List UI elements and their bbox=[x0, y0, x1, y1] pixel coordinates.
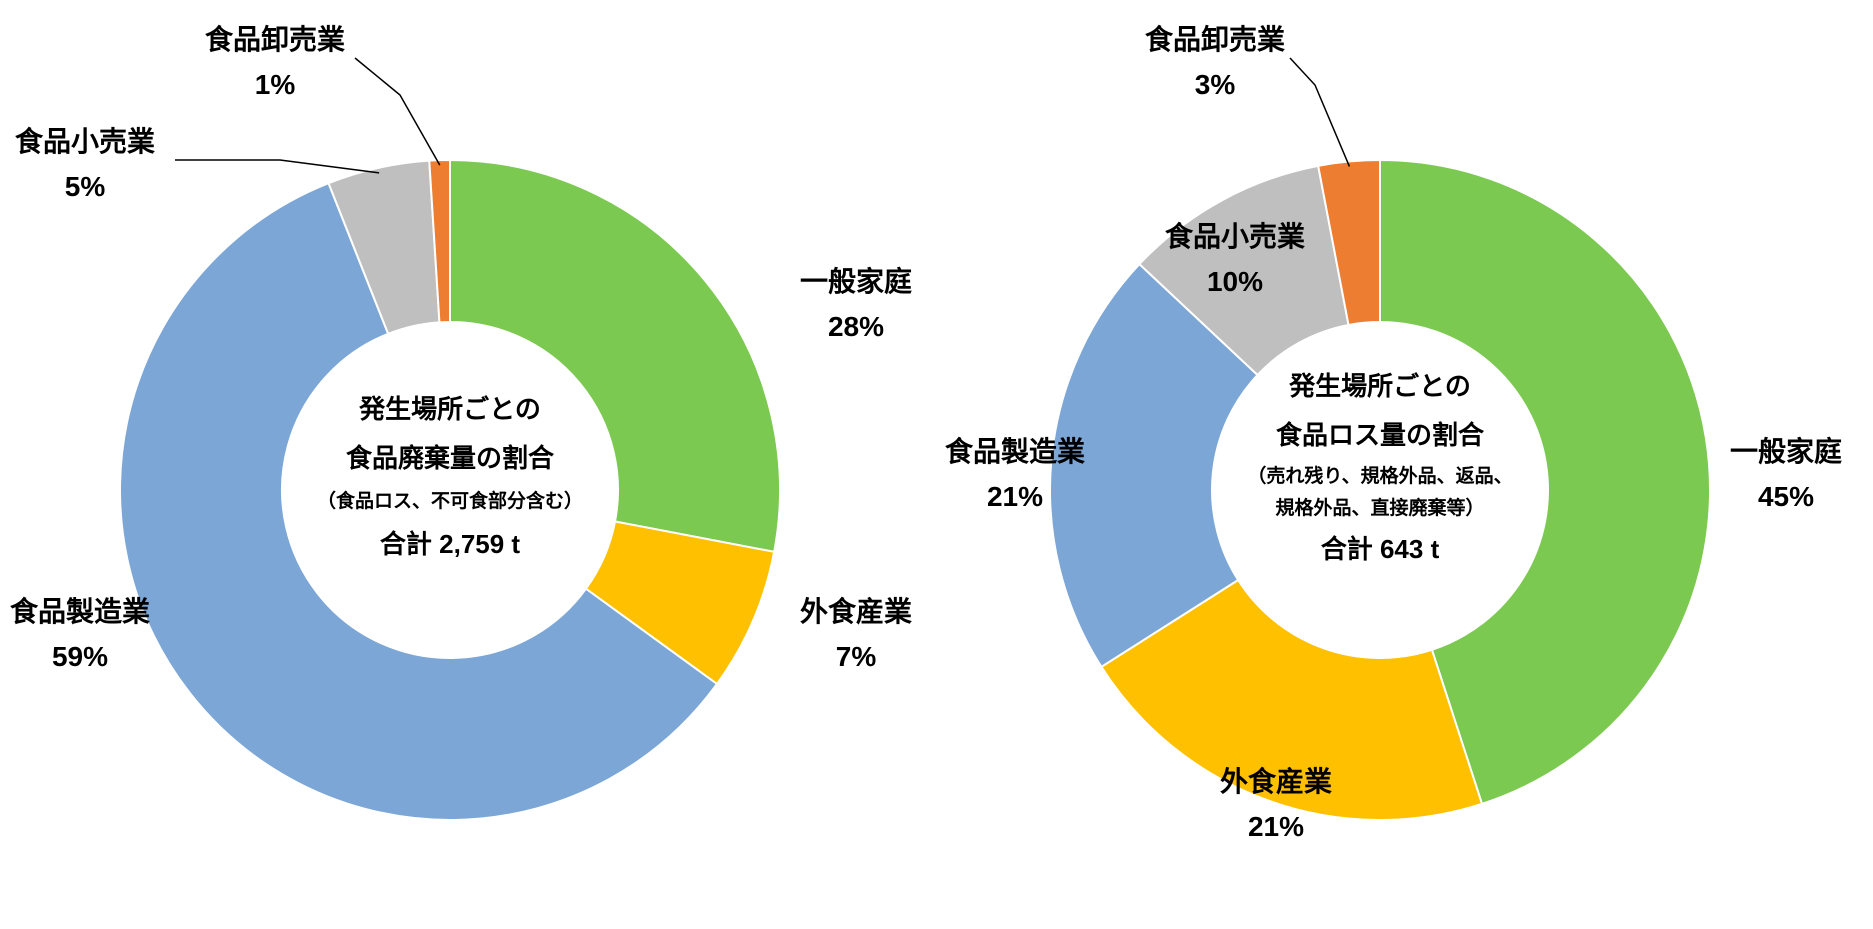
right-center-line1: 発生場所ごとの bbox=[1225, 362, 1535, 411]
left-label-manufacturing: 食品製造業 59% bbox=[10, 590, 150, 680]
left-label-wholesale-pct: 1% bbox=[205, 63, 345, 108]
left-center-sub: （食品ロス、不可食部分含む） bbox=[300, 484, 600, 520]
right-label-foodservice-pct: 21% bbox=[1220, 805, 1332, 850]
left-label-wholesale: 食品卸売業 1% bbox=[205, 18, 345, 108]
right-label-manufacturing-pct: 21% bbox=[945, 475, 1085, 520]
left-label-retail-name: 食品小売業 bbox=[15, 126, 155, 157]
right-center-sub2: 規格外品、直接廃棄等） bbox=[1225, 493, 1535, 525]
leader-line bbox=[175, 160, 379, 173]
right-label-manufacturing: 食品製造業 21% bbox=[945, 430, 1085, 520]
right-center-line2: 食品ロス量の割合 bbox=[1225, 411, 1535, 460]
left-center-line2: 食品廃棄量の割合 bbox=[300, 434, 600, 483]
right-label-retail: 食品小売業 10% bbox=[1165, 215, 1305, 305]
right-center-text: 発生場所ごとの 食品ロス量の割合 （売れ残り、規格外品、返品、 規格外品、直接廃… bbox=[1225, 362, 1535, 575]
right-center-sub1: （売れ残り、規格外品、返品、 bbox=[1225, 461, 1535, 493]
right-label-wholesale-name: 食品卸売業 bbox=[1145, 24, 1285, 55]
right-label-household-name: 一般家庭 bbox=[1730, 436, 1842, 467]
left-label-wholesale-name: 食品卸売業 bbox=[205, 24, 345, 55]
leader-line bbox=[1290, 58, 1349, 166]
left-label-manufacturing-name: 食品製造業 bbox=[10, 596, 150, 627]
left-label-manufacturing-pct: 59% bbox=[10, 635, 150, 680]
left-center-line1: 発生場所ごとの bbox=[300, 385, 600, 434]
left-label-foodservice-pct: 7% bbox=[800, 635, 912, 680]
right-label-household: 一般家庭 45% bbox=[1730, 430, 1842, 520]
left-label-retail: 食品小売業 5% bbox=[15, 120, 155, 210]
left-center-text: 発生場所ごとの 食品廃棄量の割合 （食品ロス、不可食部分含む） 合計 2,759… bbox=[300, 385, 600, 569]
right-label-foodservice-name: 外食産業 bbox=[1220, 766, 1332, 797]
left-label-household-pct: 28% bbox=[800, 305, 912, 350]
charts-svg bbox=[0, 0, 1873, 929]
left-label-household-name: 一般家庭 bbox=[800, 266, 912, 297]
right-label-manufacturing-name: 食品製造業 bbox=[945, 436, 1085, 467]
right-center-total: 合計 643 t bbox=[1225, 525, 1535, 574]
left-center-total: 合計 2,759 t bbox=[300, 520, 600, 569]
left-label-retail-pct: 5% bbox=[15, 165, 155, 210]
left-label-household: 一般家庭 28% bbox=[800, 260, 912, 350]
right-label-retail-pct: 10% bbox=[1165, 260, 1305, 305]
left-label-foodservice: 外食産業 7% bbox=[800, 590, 912, 680]
right-label-wholesale: 食品卸売業 3% bbox=[1145, 18, 1285, 108]
leader-line bbox=[355, 58, 440, 165]
right-label-household-pct: 45% bbox=[1730, 475, 1842, 520]
right-label-wholesale-pct: 3% bbox=[1145, 63, 1285, 108]
stage: 発生場所ごとの 食品廃棄量の割合 （食品ロス、不可食部分含む） 合計 2,759… bbox=[0, 0, 1873, 929]
right-label-retail-name: 食品小売業 bbox=[1165, 221, 1305, 252]
left-label-foodservice-name: 外食産業 bbox=[800, 596, 912, 627]
right-label-foodservice: 外食産業 21% bbox=[1220, 760, 1332, 850]
